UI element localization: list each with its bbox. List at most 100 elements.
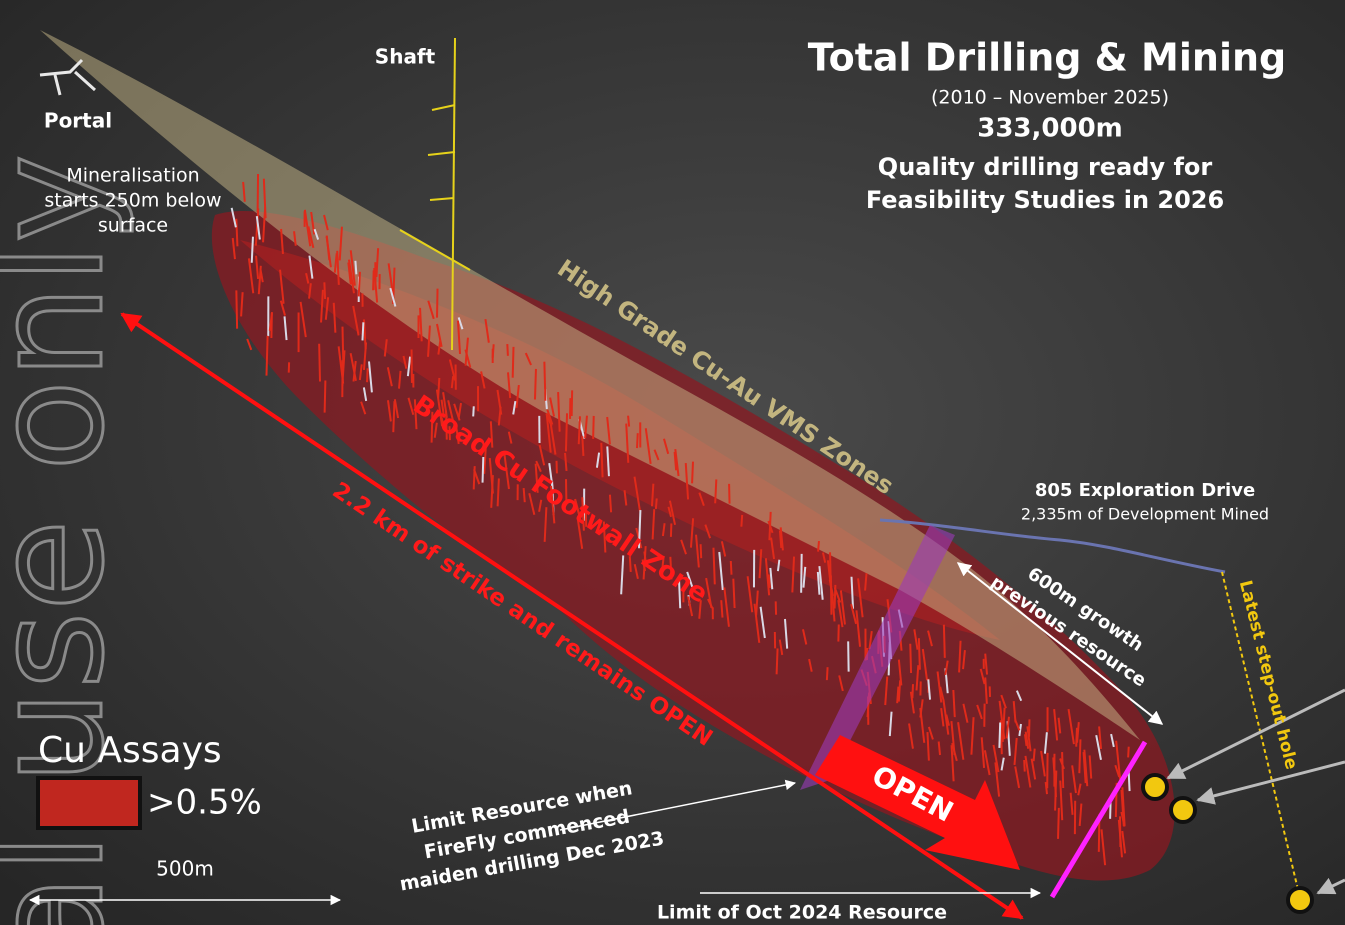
drill-trace [372,270,375,291]
drill-trace [942,624,946,658]
drill-trace [308,283,312,299]
drill-trace [262,207,267,243]
drill-trace [325,235,331,261]
drill-trace [825,667,829,681]
drill-trace [308,255,314,279]
drill-trace [917,638,921,670]
drill-trace [231,237,236,260]
limit-2023-arrow [559,779,797,831]
drill-trace [1059,780,1064,821]
drill-trace [1098,726,1103,749]
subtitle: Quality drilling ready for [878,153,1213,181]
drill-trace [1030,758,1037,780]
legend-title: Cu Assays [38,730,222,771]
drill-trace [714,479,718,504]
drill-trace [255,215,261,240]
drill-trace [775,648,779,675]
total: 333,000m [977,114,1123,144]
title: Total Drilling & Mining [808,36,1286,80]
drill-trace [250,236,254,263]
drill-trace [1032,748,1036,762]
drill-trace [347,259,355,294]
scale-label: 500m [156,857,214,881]
open-arrow [815,735,1020,870]
drill-trace [720,600,724,618]
limit-plane-2024 [1049,740,1148,899]
drill-trace [1071,765,1077,794]
drill-trace [636,433,639,449]
drill-trace [341,326,345,362]
drill-trace [1114,764,1121,778]
drill-trace [729,560,733,575]
drill-trace [389,287,397,307]
drill-trace [511,346,515,378]
drill-trace [1061,752,1065,789]
drill-trace [361,322,365,341]
drill-trace [450,375,455,389]
drill-trace [303,209,312,247]
drill-trace [1044,781,1048,795]
drill-trace [1059,758,1065,770]
drill-trace [1078,739,1082,774]
drill-trace [347,262,352,285]
drill-trace [627,415,631,427]
drill-trace [829,552,832,584]
legend-item: >0.5% [147,783,262,823]
drill-trace [293,231,297,246]
drill-trace [305,272,310,284]
drill-trace [864,573,868,591]
drill-trace [564,413,569,452]
drill-trace [577,416,581,445]
drill-trace [1083,749,1089,787]
drill-trace [533,368,537,400]
period: (2010 – November 2025) [931,87,1169,109]
drill-trace [1023,759,1026,772]
drill-trace [472,406,475,417]
drill-trace [1121,787,1126,826]
drill-trace [1100,829,1107,866]
drill-trace [1121,830,1127,854]
subtitle: Feasibility Studies in 2026 [866,186,1224,214]
drill-trace [235,290,239,329]
portal-label: Portal [44,109,112,133]
drill-trace [1040,750,1046,777]
hole-collar [1141,773,1169,801]
drill-trace [1077,783,1082,796]
drill-trace [255,255,260,280]
drill-trace [435,288,439,318]
drive-title: 805 Exploration Drive [1035,480,1255,501]
hole-collar [1286,886,1314,914]
drill-trace [375,248,380,278]
drill-trace [937,741,942,756]
drill-trace [392,401,396,433]
drill-trace [817,540,820,552]
drill-trace [349,250,356,286]
drill-trace [712,547,716,585]
drill-trace [235,218,239,247]
drill-trace [600,442,604,478]
drill-trace [543,361,547,401]
drill-trace [323,282,327,300]
legend-swatch [36,776,142,830]
drill-trace [247,258,255,294]
drill-trace [242,181,246,202]
drill-trace [259,268,264,283]
drill-trace [1023,734,1028,746]
drill-trace [1082,751,1087,784]
drill-trace [592,415,595,439]
shaft-label: Shaft [375,45,436,69]
drill-trace [1095,735,1102,760]
drill-trace [357,271,361,297]
drill-trace [307,226,315,249]
drill-trace [1078,803,1083,827]
drill-trace [800,553,803,593]
drill-trace [230,207,237,228]
drill-trace [1088,755,1093,779]
drill-trace [313,228,320,240]
drill-trace [336,250,340,285]
strike-arrow [120,312,1024,920]
drill-trace [776,559,781,572]
drill-trace [1024,731,1030,749]
